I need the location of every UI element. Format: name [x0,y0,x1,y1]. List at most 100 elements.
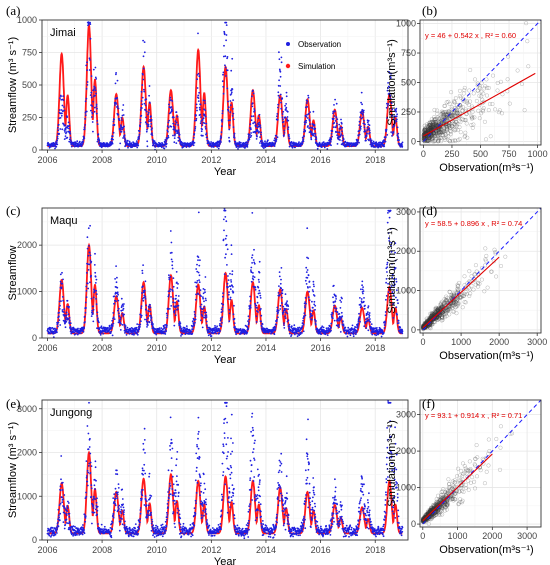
observation-point [62,95,65,97]
scatter-point [423,136,428,141]
observation-point [111,141,114,144]
observation-point [57,321,60,324]
observation-point [210,141,213,143]
x-tick-label: 250 [444,149,459,159]
scatter-point [424,139,429,144]
scatter-point [427,125,432,130]
observation-point [163,330,166,333]
scatter-point [429,117,434,122]
observation-point [369,321,372,323]
observation-point [307,286,309,289]
observation-point [90,91,93,94]
observation-point [147,113,149,116]
observation-point [126,326,129,329]
observation-point [144,104,147,107]
scatter-point [426,125,431,130]
y-axis-title: Simulation(m³s⁻¹) [386,39,398,125]
observation-point [84,118,86,120]
observation-point [124,325,127,327]
observation-point [344,326,347,329]
scatter-point [423,128,428,133]
observation-point [171,260,174,263]
observation-point [313,285,315,288]
observation-point [389,95,391,98]
scatter-point [441,128,446,133]
observation-point [61,296,64,298]
observation-point [149,125,152,128]
observation-point [358,312,360,315]
scatter-point [469,114,474,119]
scatter-point [427,126,432,131]
scatter-point [455,110,460,116]
observation-point [174,134,176,137]
observation-point [397,132,400,135]
observation-point [170,125,173,128]
observation-point [164,333,167,335]
observation-point [305,115,308,118]
observation-point [92,130,94,133]
observation-point [225,21,228,24]
observation-point [191,332,194,335]
scatter-point [424,132,429,137]
scatter-point [427,120,432,125]
observation-point [314,127,317,130]
observation-point [397,319,400,322]
scatter-point [421,138,427,143]
observation-point [120,130,123,133]
observation-point [389,97,392,100]
observation-point [147,111,150,114]
observation-point [179,326,182,328]
scatter-point [467,293,472,298]
observation-point [138,328,141,331]
observation-point [368,314,371,317]
observation-point [384,140,387,143]
observation-point [197,271,200,274]
observation-point [310,138,313,141]
observation-point [164,328,167,331]
observation-point [396,113,398,116]
observation-point [374,146,377,148]
observation-point [210,335,213,337]
observation-point [340,316,343,319]
observation-point [92,68,95,71]
x-tick-label: 0 [421,337,426,347]
observation-point [142,264,145,266]
observation-point [86,236,89,239]
observation-point [341,297,343,300]
observation-point [149,118,152,121]
x-axis-title: Year [214,166,237,178]
observation-point [83,327,85,330]
observation-point [235,333,238,336]
observation-point [252,115,255,117]
scatter-point [477,84,483,89]
scatter-point [447,109,452,114]
observation-point [228,124,231,126]
scatter-point [432,131,437,136]
scatter-point [433,116,438,122]
scatter-point [444,115,449,120]
scatter-point [422,129,427,134]
observation-point [68,316,71,319]
observation-point [194,126,197,128]
scatter-point [430,123,436,128]
observation-point [168,103,170,106]
observation-point [112,316,115,319]
observation-point [353,332,355,335]
observation-point [358,120,361,123]
observation-point [274,142,276,145]
observation-point [335,307,338,310]
scatter-point [422,130,427,136]
observation-point [258,281,260,283]
observation-point [160,327,163,329]
observation-point [320,146,323,149]
observation-point [283,129,286,132]
scatter-point [455,122,460,127]
scatter-point [432,119,437,125]
observation-point [176,132,179,135]
scatter-point [445,125,450,130]
scatter-point [429,123,434,128]
observation-point [93,106,96,109]
scatter-point [470,125,475,130]
observation-point [282,118,284,121]
observation-point [334,126,337,129]
